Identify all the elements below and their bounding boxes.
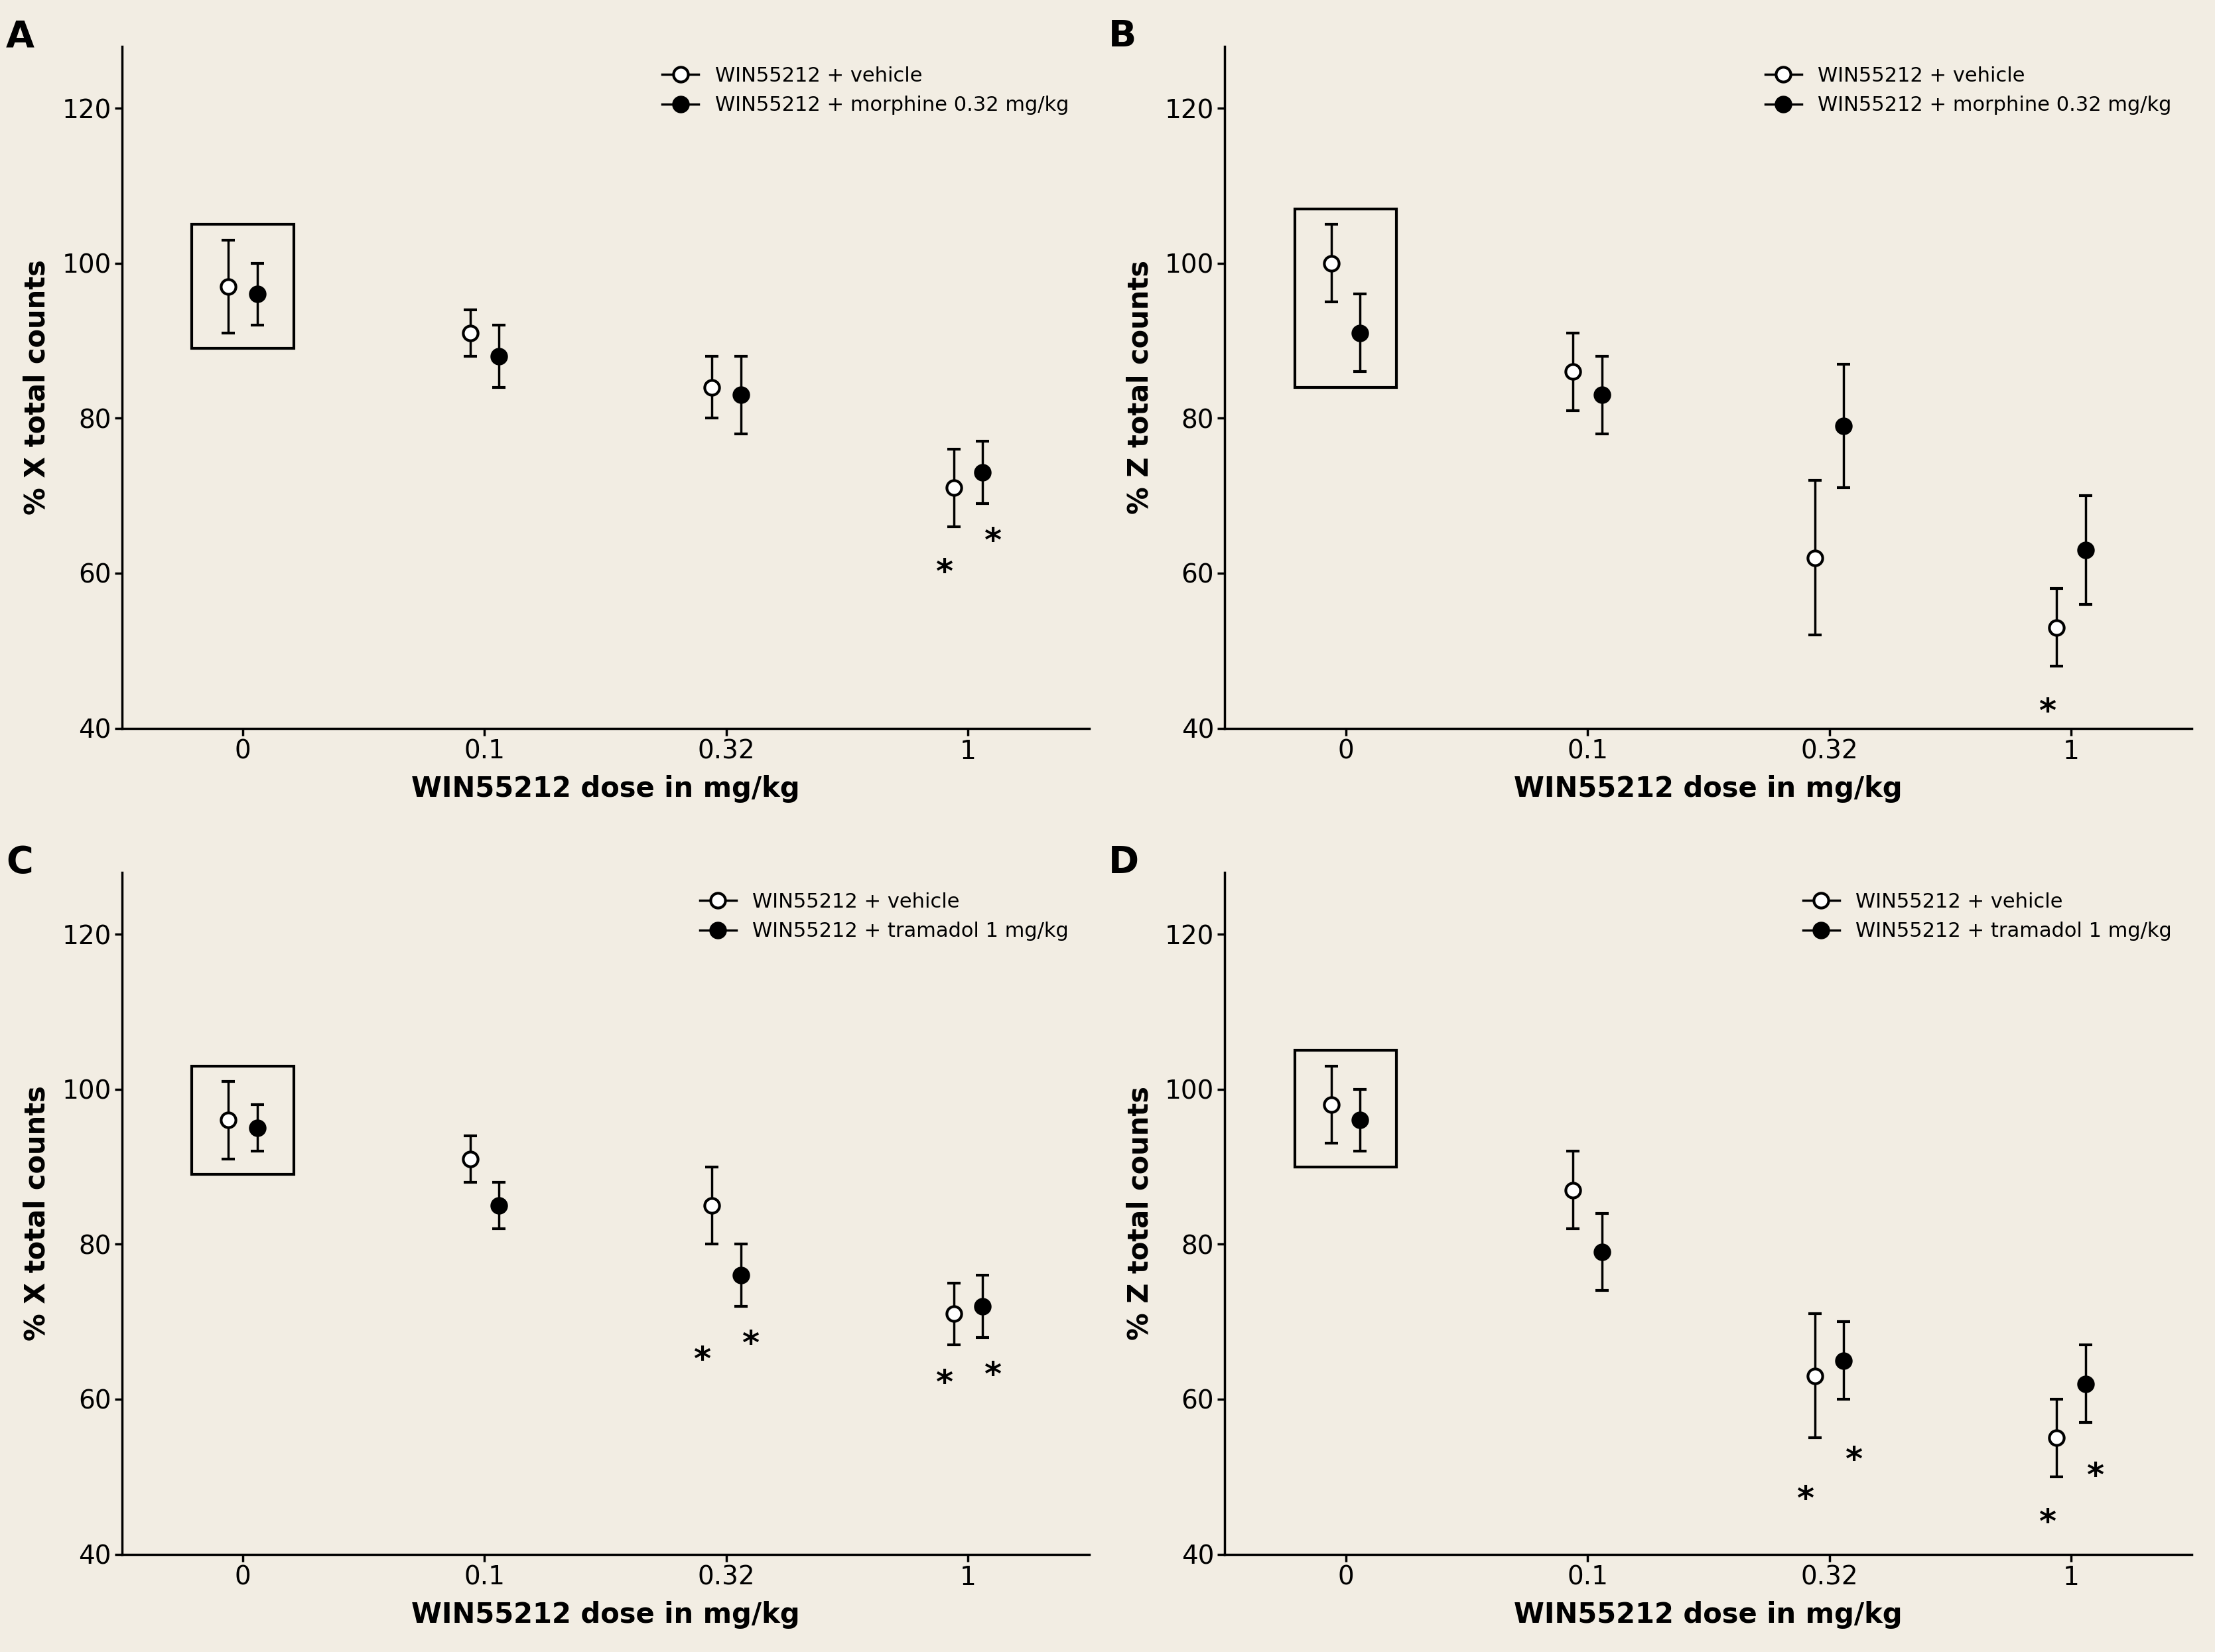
X-axis label: WIN55212 dose in mg/kg: WIN55212 dose in mg/kg xyxy=(412,1601,800,1629)
Text: *: * xyxy=(1845,1446,1863,1477)
X-axis label: WIN55212 dose in mg/kg: WIN55212 dose in mg/kg xyxy=(412,775,800,803)
Text: *: * xyxy=(983,1360,1001,1393)
Y-axis label: % Z total counts: % Z total counts xyxy=(1125,259,1154,514)
Text: *: * xyxy=(2038,1507,2056,1540)
Text: *: * xyxy=(1796,1483,1814,1517)
Text: D: D xyxy=(1110,844,1139,881)
Text: *: * xyxy=(935,1368,952,1399)
Text: C: C xyxy=(7,844,33,881)
Text: *: * xyxy=(935,557,952,590)
Bar xyxy=(1296,1051,1395,1166)
Legend: WIN55212 + vehicle, WIN55212 + tramadol 1 mg/kg: WIN55212 + vehicle, WIN55212 + tramadol … xyxy=(1792,882,2182,952)
Text: *: * xyxy=(693,1345,711,1376)
Bar xyxy=(1296,208,1395,387)
X-axis label: WIN55212 dose in mg/kg: WIN55212 dose in mg/kg xyxy=(1515,1601,1903,1629)
Legend: WIN55212 + vehicle, WIN55212 + morphine 0.32 mg/kg: WIN55212 + vehicle, WIN55212 + morphine … xyxy=(1754,56,2182,126)
Y-axis label: % Z total counts: % Z total counts xyxy=(1125,1085,1154,1340)
Bar xyxy=(193,225,295,349)
Text: *: * xyxy=(983,527,1001,558)
Text: B: B xyxy=(1110,18,1136,55)
Y-axis label: % X total counts: % X total counts xyxy=(22,259,51,515)
Text: *: * xyxy=(2087,1460,2104,1493)
Y-axis label: % X total counts: % X total counts xyxy=(22,1085,51,1341)
Bar xyxy=(193,1066,295,1175)
Text: *: * xyxy=(742,1330,760,1361)
Text: *: * xyxy=(2038,697,2056,729)
Legend: WIN55212 + vehicle, WIN55212 + morphine 0.32 mg/kg: WIN55212 + vehicle, WIN55212 + morphine … xyxy=(651,56,1079,126)
Text: A: A xyxy=(7,18,35,55)
Legend: WIN55212 + vehicle, WIN55212 + tramadol 1 mg/kg: WIN55212 + vehicle, WIN55212 + tramadol … xyxy=(689,882,1079,952)
X-axis label: WIN55212 dose in mg/kg: WIN55212 dose in mg/kg xyxy=(1515,775,1903,803)
